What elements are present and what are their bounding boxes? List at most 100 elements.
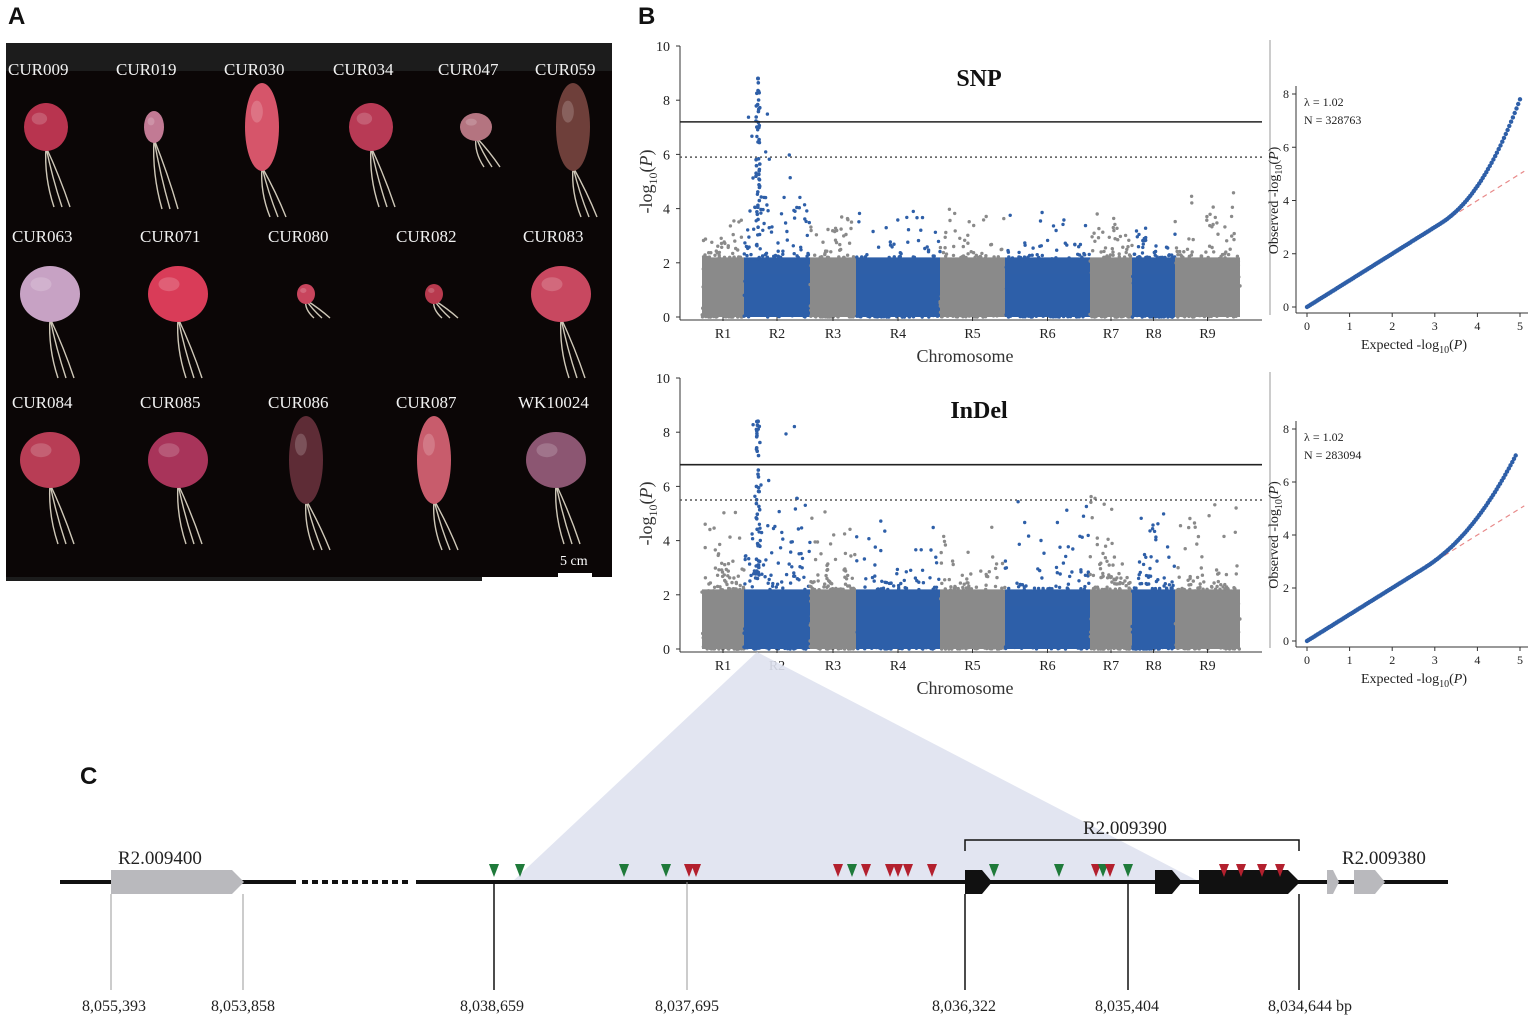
- snp-point: [722, 255, 727, 259]
- snp-point: [789, 540, 793, 544]
- snp-point: [763, 195, 768, 200]
- snp-point: [1111, 250, 1115, 254]
- snp-point: [1191, 237, 1195, 242]
- snp-point: [843, 567, 847, 571]
- snp-point: [1066, 582, 1071, 586]
- snp-point: [1230, 205, 1235, 209]
- snp-point: [764, 150, 768, 154]
- snp-marker: [893, 864, 903, 877]
- snp-point: [1107, 573, 1111, 577]
- snp-point: [712, 585, 717, 589]
- snp-point: [703, 545, 707, 550]
- snp-point: [1103, 556, 1108, 560]
- panel-label-a: A: [8, 3, 25, 30]
- snp-point: [984, 214, 988, 219]
- snp-point: [719, 587, 723, 592]
- snp-point: [1141, 245, 1145, 250]
- snp-point: [864, 577, 868, 581]
- snp-point: [748, 579, 752, 583]
- snp-point: [1167, 253, 1172, 257]
- y-tick-label: 8: [1283, 422, 1289, 436]
- snp-point: [984, 574, 989, 578]
- snp-point: [936, 239, 941, 244]
- sample-label: CUR083: [523, 227, 583, 246]
- snp-point: [833, 557, 838, 562]
- qq-points: [1304, 97, 1523, 310]
- manhattan-points: [700, 419, 1242, 651]
- peak-point: [754, 484, 759, 489]
- snp-point: [1124, 250, 1128, 255]
- x-tick-label: R6: [1039, 327, 1055, 342]
- snp-point: [737, 220, 741, 224]
- snp-point: [914, 548, 918, 552]
- snp-point: [808, 540, 812, 545]
- snp-point: [752, 227, 756, 231]
- snp-point: [951, 562, 955, 567]
- snp-point: [920, 215, 925, 220]
- snp-point: [853, 552, 857, 557]
- snp-point: [716, 552, 721, 556]
- snp-point: [723, 563, 727, 567]
- snp-point: [1137, 255, 1142, 259]
- snp-point: [770, 584, 775, 588]
- snp-point: [1158, 255, 1163, 260]
- snp-point: [1189, 194, 1194, 198]
- snp-point: [1147, 574, 1151, 578]
- snp-point: [984, 583, 988, 587]
- snp-point: [1165, 587, 1169, 591]
- snp-point: [1103, 246, 1108, 250]
- x-tick-label: 2: [1389, 653, 1395, 667]
- snp-point: [934, 585, 939, 589]
- snp-point: [1055, 520, 1060, 525]
- snp-point: [1152, 529, 1157, 534]
- y-axis-label: -log10(P): [636, 150, 660, 214]
- snp-point: [1231, 191, 1236, 195]
- snp-point: [1138, 570, 1143, 575]
- radish-sample: CUR080: [268, 227, 331, 319]
- snp-point: [1091, 249, 1095, 253]
- qq-point: [1513, 453, 1518, 458]
- snp-point: [1148, 566, 1152, 571]
- snp-point: [809, 225, 813, 229]
- snp-point: [824, 573, 828, 578]
- peak-point: [757, 123, 762, 128]
- snp-point: [1113, 237, 1117, 241]
- snp-point: [1022, 585, 1026, 589]
- peak-point: [756, 453, 761, 458]
- chromosome-r7: [1088, 494, 1134, 651]
- snp-point: [989, 242, 994, 247]
- peak-point: [755, 257, 760, 261]
- sample-label: CUR080: [268, 227, 328, 246]
- snp-marker: [1257, 864, 1267, 877]
- snp-point: [879, 519, 883, 523]
- snp-point: [915, 579, 919, 583]
- snp-point: [720, 561, 724, 565]
- snp-point: [816, 573, 820, 577]
- snp-point: [892, 584, 896, 588]
- snp-point: [1076, 252, 1080, 256]
- snp-point: [774, 585, 778, 589]
- snp-point: [747, 557, 751, 561]
- snp-point: [732, 576, 736, 580]
- plot-title: SNP: [956, 66, 1001, 92]
- snp-point: [819, 552, 823, 556]
- snp-point: [739, 218, 743, 222]
- snp-point: [1198, 582, 1202, 586]
- snp-point: [1065, 243, 1069, 247]
- snp-point: [1154, 538, 1158, 542]
- snp-point: [960, 573, 964, 577]
- snp-point: [892, 255, 896, 259]
- radish-sample: WK10024: [518, 393, 589, 545]
- snp-marker: [684, 864, 694, 877]
- snp-point: [1089, 500, 1093, 504]
- snp-point: [1178, 249, 1182, 254]
- snp-point: [743, 557, 747, 562]
- snp-point: [1195, 542, 1199, 546]
- snp-point: [1167, 555, 1171, 559]
- snp-point: [1189, 582, 1193, 587]
- snp-point: [758, 538, 762, 543]
- x-tick-label: R8: [1145, 659, 1161, 674]
- snp-point: [820, 255, 824, 259]
- snp-point: [1207, 514, 1211, 518]
- snp-point: [1020, 583, 1025, 587]
